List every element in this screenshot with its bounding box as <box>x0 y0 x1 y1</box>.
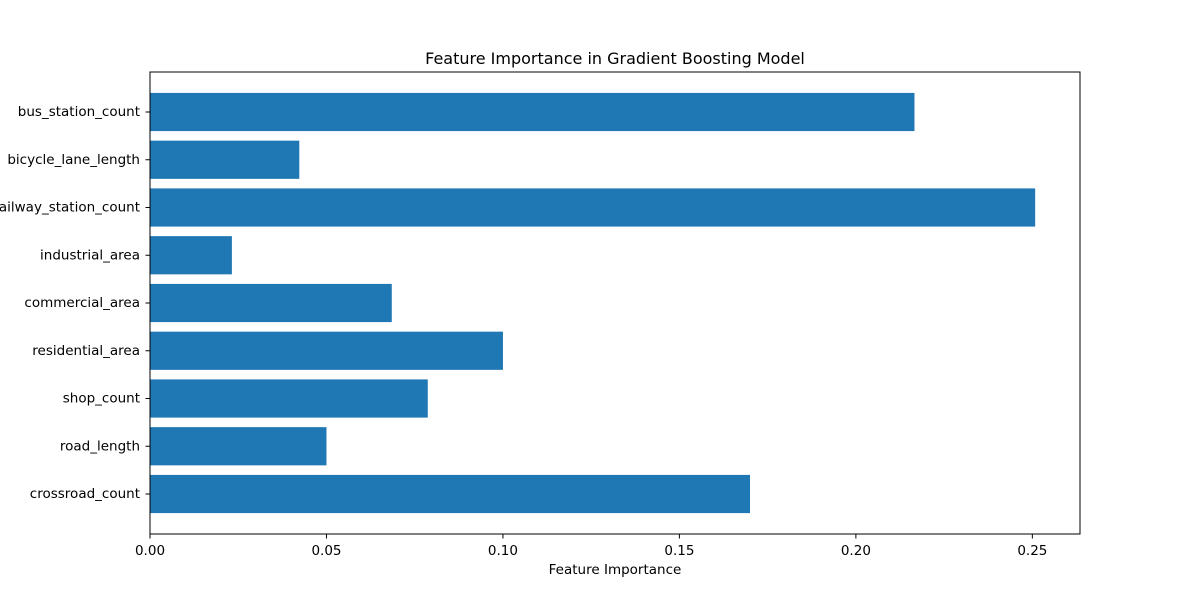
y-tick-label: crossroad_count <box>30 486 140 502</box>
bar-road-length <box>150 427 327 466</box>
y-tick-label: railway_station_count <box>0 200 140 216</box>
bar-commercial-area <box>150 283 392 323</box>
chart-title: Feature Importance in Gradient Boosting … <box>425 49 805 68</box>
y-tick-label: residential_area <box>32 343 140 359</box>
x-axis-ticks: 0.00 0.05 0.10 0.15 0.20 0.25 <box>135 534 1047 559</box>
bar-bus-station-count <box>150 92 915 132</box>
x-tick-label: 0.25 <box>1017 543 1047 559</box>
x-axis-label: Feature Importance <box>549 562 682 578</box>
x-tick-label: 0.15 <box>664 543 694 559</box>
bar-bicycle-lane-length <box>150 140 300 179</box>
bar-industrial-area <box>150 236 232 275</box>
y-tick-label: shop_count <box>63 391 140 407</box>
bar-shop-count <box>150 379 428 418</box>
bar-railway-station-count <box>150 188 1036 227</box>
x-tick-label: 0.05 <box>311 543 341 559</box>
bar-crossroad-count <box>150 474 750 514</box>
y-tick-label: road_length <box>60 438 140 454</box>
y-tick-label: bus_station_count <box>18 104 140 120</box>
y-axis-ticks: bus_station_count bicycle_lane_lengthrail… <box>0 104 150 502</box>
x-tick-label: 0.10 <box>488 543 518 559</box>
y-tick-label: industrial_area <box>40 247 140 263</box>
y-tick-label: bicycle_lane_length <box>7 152 140 168</box>
bars-group <box>150 92 1036 514</box>
x-tick-label: 0.00 <box>135 543 165 559</box>
y-tick-label: commercial_area <box>24 295 140 311</box>
bar-residential-area <box>150 331 503 370</box>
x-tick-label: 0.20 <box>841 543 871 559</box>
